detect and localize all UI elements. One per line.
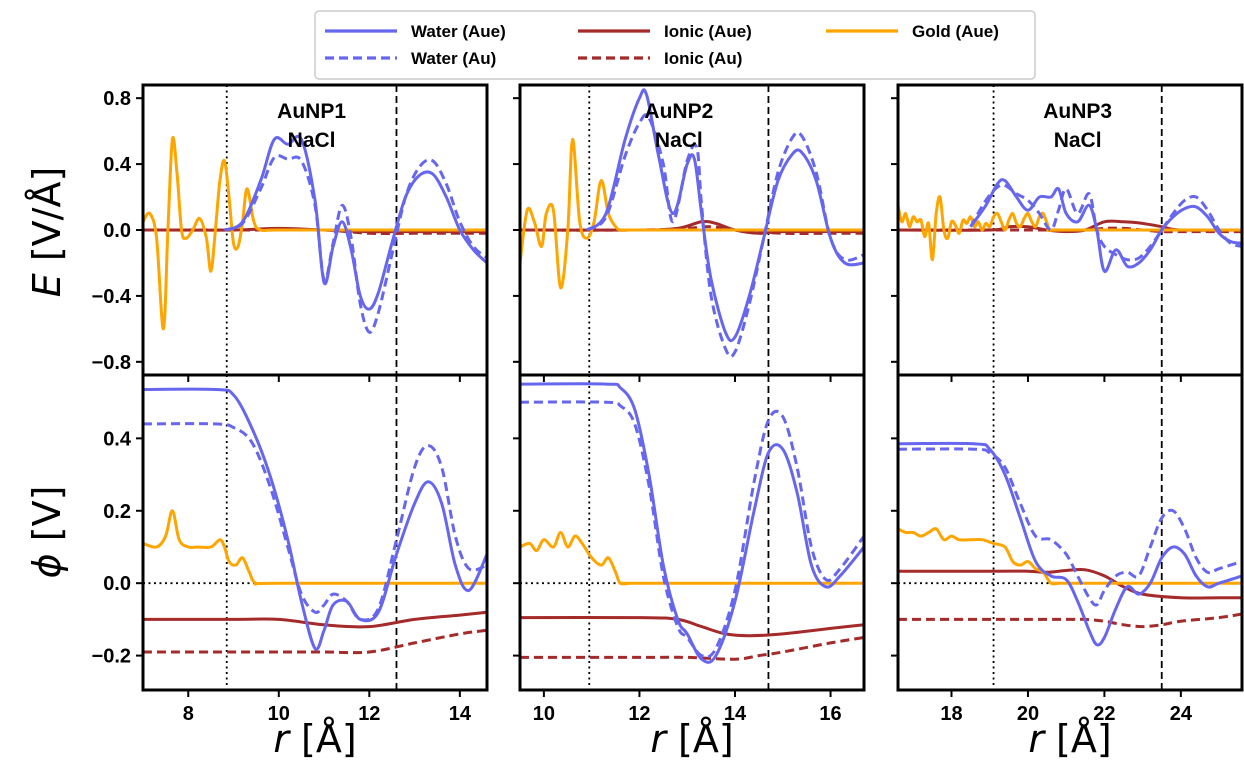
series-line-water-aue <box>898 441 1242 647</box>
panel-4: 10 12 14 16 <box>513 373 866 725</box>
series-line-gold-aue <box>898 195 1242 262</box>
legend-label: Ionic (Aue) <box>664 22 752 41</box>
x-tick-label: 22 <box>1093 703 1115 725</box>
y-tick-label: −0.2 <box>92 646 131 668</box>
x-tick-label: 24 <box>1170 703 1193 725</box>
axes-frame <box>518 373 866 692</box>
series-line-ionic-aue <box>520 615 864 638</box>
y-tick-label: 0.8 <box>103 88 131 110</box>
x-tick-label: 12 <box>628 703 650 725</box>
series-line-ionic-au <box>143 628 487 655</box>
y-tick-label: 0.2 <box>103 501 131 523</box>
y-tick-label: 0.4 <box>103 154 132 176</box>
x-tick-label: 10 <box>268 703 290 725</box>
legend-label: Ionic (Au) <box>664 49 742 68</box>
x-axis-title-panel-1: r [Å] <box>273 717 356 761</box>
y-tick-label: 0.0 <box>103 220 131 242</box>
x-tick-label: 20 <box>1017 703 1039 725</box>
legend-label: Water (Aue) <box>411 22 506 41</box>
series-line-gold-aue <box>898 527 1242 586</box>
series-line-water-au <box>143 422 487 622</box>
series-line-gold-aue <box>143 135 487 331</box>
series-line-gold-aue <box>143 509 487 586</box>
panel-label: AuNP2 <box>644 100 713 123</box>
y-tick-label: 0.0 <box>103 573 131 595</box>
series-line-water-aue <box>585 88 864 343</box>
panel-2: −0.2 0.0 0.2 0.4 8 10 12 14 <box>92 373 489 725</box>
series-line-gold-aue <box>520 531 864 586</box>
legend-label: Gold (Aue) <box>912 22 999 41</box>
panel-6: 18 20 22 24 <box>891 373 1244 725</box>
axes-frame <box>896 373 1244 692</box>
panel-3: AuNP2 NaCl <box>513 83 866 382</box>
x-axis-title-panel-3: r [Å] <box>1028 717 1111 761</box>
x-axis-title-panel-2: r [Å] <box>650 717 733 761</box>
series-line-water-aue <box>969 178 1242 273</box>
series-line-water-aue <box>223 134 487 311</box>
y-tick-label: −0.8 <box>92 352 131 374</box>
panel-label: NaCl <box>655 129 703 152</box>
series-line-ionic-aue <box>143 610 487 629</box>
series-line-water-aue <box>520 382 864 664</box>
x-tick-label: 14 <box>449 703 472 725</box>
bottom-y-axis-title: ϕ [V] <box>25 486 69 579</box>
series-line-ionic-au <box>520 636 864 661</box>
axes-frame <box>141 373 489 692</box>
x-tick-label: 8 <box>183 703 194 725</box>
panel-label: NaCl <box>288 129 336 152</box>
x-tick-label: 12 <box>358 703 380 725</box>
y-tick-label: 0.4 <box>103 428 132 450</box>
series-line-water-au <box>520 400 864 659</box>
legend-frame <box>314 10 1036 80</box>
legend: Water (Aue) Water (Au) Ionic (Aue) Ionic (A… <box>314 10 1036 80</box>
series-line-water-au <box>223 154 487 334</box>
top-y-axis-title: E [V/Å] <box>25 167 69 298</box>
series-line-ionic-au <box>898 226 1242 234</box>
panel-label: AuNP1 <box>277 100 346 123</box>
series-line-water-au <box>969 183 1242 262</box>
x-tick-label: 18 <box>940 703 962 725</box>
panel-label: NaCl <box>1054 129 1102 152</box>
panel-1: −0.8 −0.4 0.0 0.4 0.8 AuNP1 NaCl <box>92 83 489 382</box>
panel-label: AuNP3 <box>1043 100 1112 123</box>
x-tick-label: 16 <box>819 703 841 725</box>
series-line-water-aue <box>143 387 487 651</box>
panel-5: AuNP3 NaCl <box>891 83 1244 382</box>
series-line-gold-aue <box>520 137 864 290</box>
y-tick-label: −0.4 <box>92 286 132 308</box>
series-line-water-au <box>586 113 864 359</box>
series-line-water-au <box>898 447 1242 607</box>
legend-label: Water (Au) <box>411 49 496 68</box>
x-tick-label: 10 <box>533 703 555 725</box>
series-line-ionic-aue <box>898 567 1242 600</box>
x-tick-label: 14 <box>724 703 747 725</box>
series-line-ionic-au <box>898 612 1242 629</box>
